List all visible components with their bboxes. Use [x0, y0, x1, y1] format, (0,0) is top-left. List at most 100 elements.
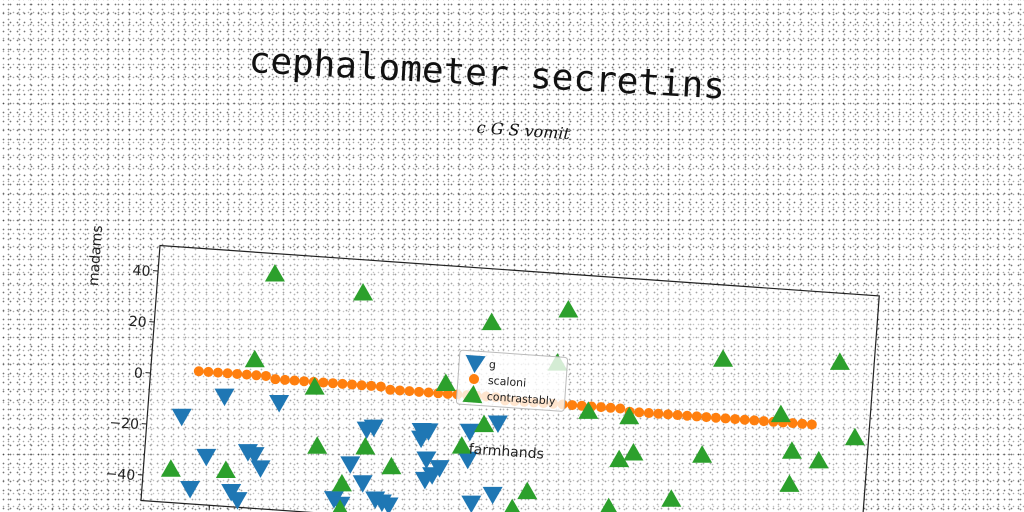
x-axis-label: farmhands [468, 441, 544, 462]
data-point [442, 388, 453, 399]
data-point [457, 451, 478, 470]
data-point [193, 366, 204, 377]
data-point [710, 412, 721, 423]
y-tick-label: −40 [105, 466, 136, 484]
data-point [730, 414, 741, 425]
legend-label: scaloni [487, 374, 526, 390]
y-tick: −20 [109, 415, 147, 433]
data-point [720, 413, 731, 424]
data-point [482, 486, 503, 505]
data-point [366, 380, 377, 391]
data-point [808, 450, 829, 469]
data-point [340, 456, 361, 474]
data-point [770, 404, 791, 423]
y-tick: 20 [128, 314, 155, 331]
data-point [375, 381, 386, 392]
data-point [653, 408, 664, 419]
data-point [600, 497, 617, 512]
data-point [416, 451, 437, 469]
data-point [451, 436, 472, 454]
y-tick: 40 [132, 263, 159, 280]
data-point [749, 415, 760, 426]
data-point [331, 473, 352, 492]
data-point [270, 374, 281, 385]
data-point [779, 474, 800, 492]
data-point [213, 367, 224, 378]
data-point [304, 377, 325, 395]
data-point [461, 495, 482, 512]
data-point [299, 376, 310, 387]
data-point [160, 459, 181, 477]
y-axis-label: madams [86, 225, 106, 287]
data-point [781, 441, 802, 459]
data-point [643, 408, 654, 419]
data-point [517, 481, 538, 500]
data-point [385, 384, 396, 395]
data-point [623, 442, 644, 461]
data-point [337, 378, 348, 389]
legend-marker [469, 374, 480, 385]
data-point [487, 415, 508, 433]
data-point [264, 264, 285, 282]
data-point [355, 437, 376, 455]
data-point [171, 408, 192, 427]
data-point [215, 460, 236, 479]
data-point [353, 283, 374, 301]
data-point [378, 497, 399, 512]
data-point [332, 499, 348, 512]
series-contrastably [160, 264, 865, 512]
data-point [352, 475, 373, 493]
data-point [180, 481, 201, 499]
data-point [701, 412, 712, 423]
data-point [381, 456, 402, 475]
data-point [347, 379, 358, 390]
data-point [251, 370, 262, 381]
legend-item: g [465, 354, 497, 374]
data-point [605, 402, 616, 413]
data-point [222, 368, 233, 379]
data-point [307, 436, 328, 454]
data-point [414, 386, 425, 397]
y-tick-label: −20 [109, 415, 140, 433]
data-point [739, 414, 750, 425]
data-point [260, 370, 271, 381]
legend-label: contrastably [486, 390, 556, 408]
data-point [806, 419, 817, 430]
data-point [279, 374, 290, 385]
data-point [578, 401, 599, 419]
data-point [418, 423, 439, 441]
data-point [435, 373, 456, 391]
data-point [662, 409, 673, 420]
data-point [232, 368, 243, 379]
data-point [682, 410, 693, 421]
data-point [619, 406, 640, 425]
data-point [363, 419, 384, 438]
y-tick-label: 20 [128, 314, 147, 331]
data-point [691, 411, 702, 422]
legend-label: g [489, 358, 497, 371]
series-g [171, 388, 508, 512]
data-point [758, 416, 769, 427]
data-point [661, 489, 682, 507]
data-point [404, 386, 415, 397]
chart-title: c G S vomit [476, 118, 571, 144]
data-point [227, 492, 248, 510]
data-point [615, 403, 626, 414]
data-point [558, 300, 579, 318]
data-point [672, 410, 683, 421]
data-point [269, 395, 290, 413]
data-point [797, 418, 808, 429]
data-point [241, 369, 252, 380]
data-point [634, 407, 645, 418]
data-point [429, 460, 450, 478]
y-tick: −40 [105, 466, 143, 484]
data-point [318, 377, 329, 388]
data-point [196, 448, 217, 467]
legend-marker [462, 385, 483, 404]
data-point [829, 352, 850, 370]
data-point [844, 427, 865, 446]
data-point [504, 498, 520, 512]
